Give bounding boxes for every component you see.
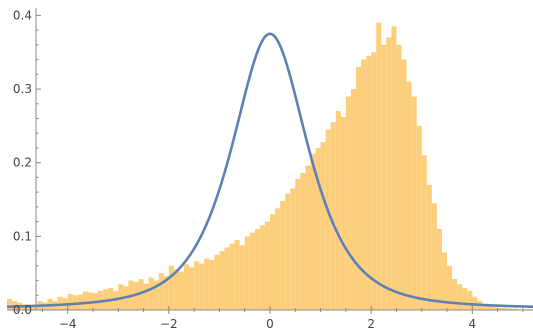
- y-tick-label: 0.0: [13, 303, 32, 317]
- histogram-bar: [285, 193, 291, 310]
- histogram-bar: [411, 96, 417, 310]
- histogram-bar: [7, 298, 13, 310]
- histogram-bar: [436, 228, 442, 310]
- histogram-bar: [27, 304, 33, 310]
- histogram-bar: [355, 66, 362, 311]
- histogram-bar: [366, 55, 372, 310]
- histogram-bar: [184, 264, 190, 310]
- x-tick-label: −4: [59, 317, 77, 331]
- density-curve: [6, 32, 533, 309]
- histogram-bar: [138, 279, 144, 310]
- histogram-bar: [421, 155, 427, 310]
- y-tick-label: 0.4: [13, 8, 32, 22]
- histogram-bar: [275, 208, 281, 310]
- histogram-bar: [173, 269, 179, 310]
- histogram-bar: [67, 293, 73, 310]
- histogram-bar: [270, 214, 276, 310]
- y-tick-label: 0.2: [13, 156, 32, 170]
- histogram-bar: [502, 307, 508, 310]
- histogram-bar: [457, 284, 463, 310]
- histogram-bars: [7, 22, 533, 311]
- histogram-bar: [82, 291, 88, 310]
- histogram-bar: [224, 247, 230, 310]
- histogram-bar: [512, 308, 518, 310]
- density-curve-layer: [6, 32, 533, 309]
- histogram-bar: [310, 153, 316, 310]
- histogram-bar: [295, 178, 301, 310]
- x-tick-label: 2: [367, 317, 375, 331]
- histogram-bar: [305, 165, 311, 310]
- histogram-bar: [264, 221, 270, 310]
- histogram-bar: [497, 307, 503, 310]
- histogram-bar: [300, 172, 306, 310]
- histogram-bar: [441, 252, 448, 310]
- histogram-bar: [330, 122, 336, 310]
- histogram-bar: [178, 271, 185, 310]
- histogram-bar: [340, 117, 346, 310]
- histogram-bar: [194, 261, 200, 310]
- histogram-bar: [133, 282, 139, 310]
- histogram-bar: [315, 147, 321, 310]
- histogram-bar: [158, 273, 164, 310]
- histogram-bar: [168, 265, 174, 310]
- histogram-bar: [350, 89, 356, 311]
- histogram-bar: [406, 81, 412, 310]
- histogram-bar: [467, 290, 473, 310]
- histogram-bar: [492, 307, 498, 310]
- histogram-bar: [381, 44, 387, 310]
- histogram-bar: [416, 125, 422, 310]
- histogram-bar: [376, 22, 382, 310]
- histogram-bar: [163, 276, 169, 310]
- histogram-bar: [396, 44, 402, 310]
- histogram-bar: [57, 296, 63, 310]
- histogram-bar: [189, 267, 195, 310]
- histogram-bar: [204, 258, 210, 310]
- histogram-bar: [148, 277, 154, 310]
- x-tick-label: −2: [160, 317, 178, 331]
- histogram-bar: [431, 203, 437, 310]
- histogram-bar: [447, 265, 453, 310]
- histogram-bar: [482, 304, 488, 310]
- histogram-bar: [335, 111, 341, 310]
- histogram-bar: [239, 245, 245, 310]
- histogram-bar: [209, 259, 215, 310]
- histogram-bar: [391, 26, 397, 310]
- histogram-bar: [280, 200, 286, 310]
- histogram-bar: [386, 37, 392, 311]
- histogram-bar: [320, 142, 326, 310]
- ticks: [16, 14, 524, 314]
- histogram-bar: [371, 52, 377, 310]
- histogram-bar: [234, 240, 240, 310]
- histogram-bar: [153, 280, 159, 310]
- histogram-bar: [249, 232, 255, 310]
- histogram-bar: [452, 279, 458, 310]
- histogram-bar: [87, 292, 93, 310]
- histogram-bar: [254, 228, 260, 310]
- y-tick-label: 0.1: [13, 229, 32, 243]
- histogram-bar: [244, 236, 250, 310]
- histogram-bar: [199, 263, 205, 310]
- histogram-bar: [507, 308, 513, 310]
- histogram-bar: [345, 96, 351, 310]
- histogram-bar: [426, 184, 432, 310]
- histogram-bar: [401, 59, 407, 310]
- histogram-bar: [214, 254, 220, 310]
- histogram-bar: [32, 305, 38, 310]
- histogram-bar: [219, 251, 225, 310]
- histogram-bar: [259, 225, 265, 310]
- histogram-bar: [462, 287, 468, 310]
- histogram-bar: [143, 283, 149, 310]
- histogram-bar: [487, 305, 493, 310]
- histogram-bar: [229, 243, 235, 310]
- histogram-bar: [361, 59, 367, 310]
- histogram-bar: [325, 129, 331, 310]
- tick-labels: −4 −2 0 2 4 0.0 0.1 0.2 0.3 0.4: [13, 8, 476, 331]
- y-tick-label: 0.3: [13, 82, 32, 96]
- histogram-bar: [290, 188, 296, 310]
- x-tick-label: 0: [266, 317, 274, 331]
- x-tick-label: 4: [468, 317, 476, 331]
